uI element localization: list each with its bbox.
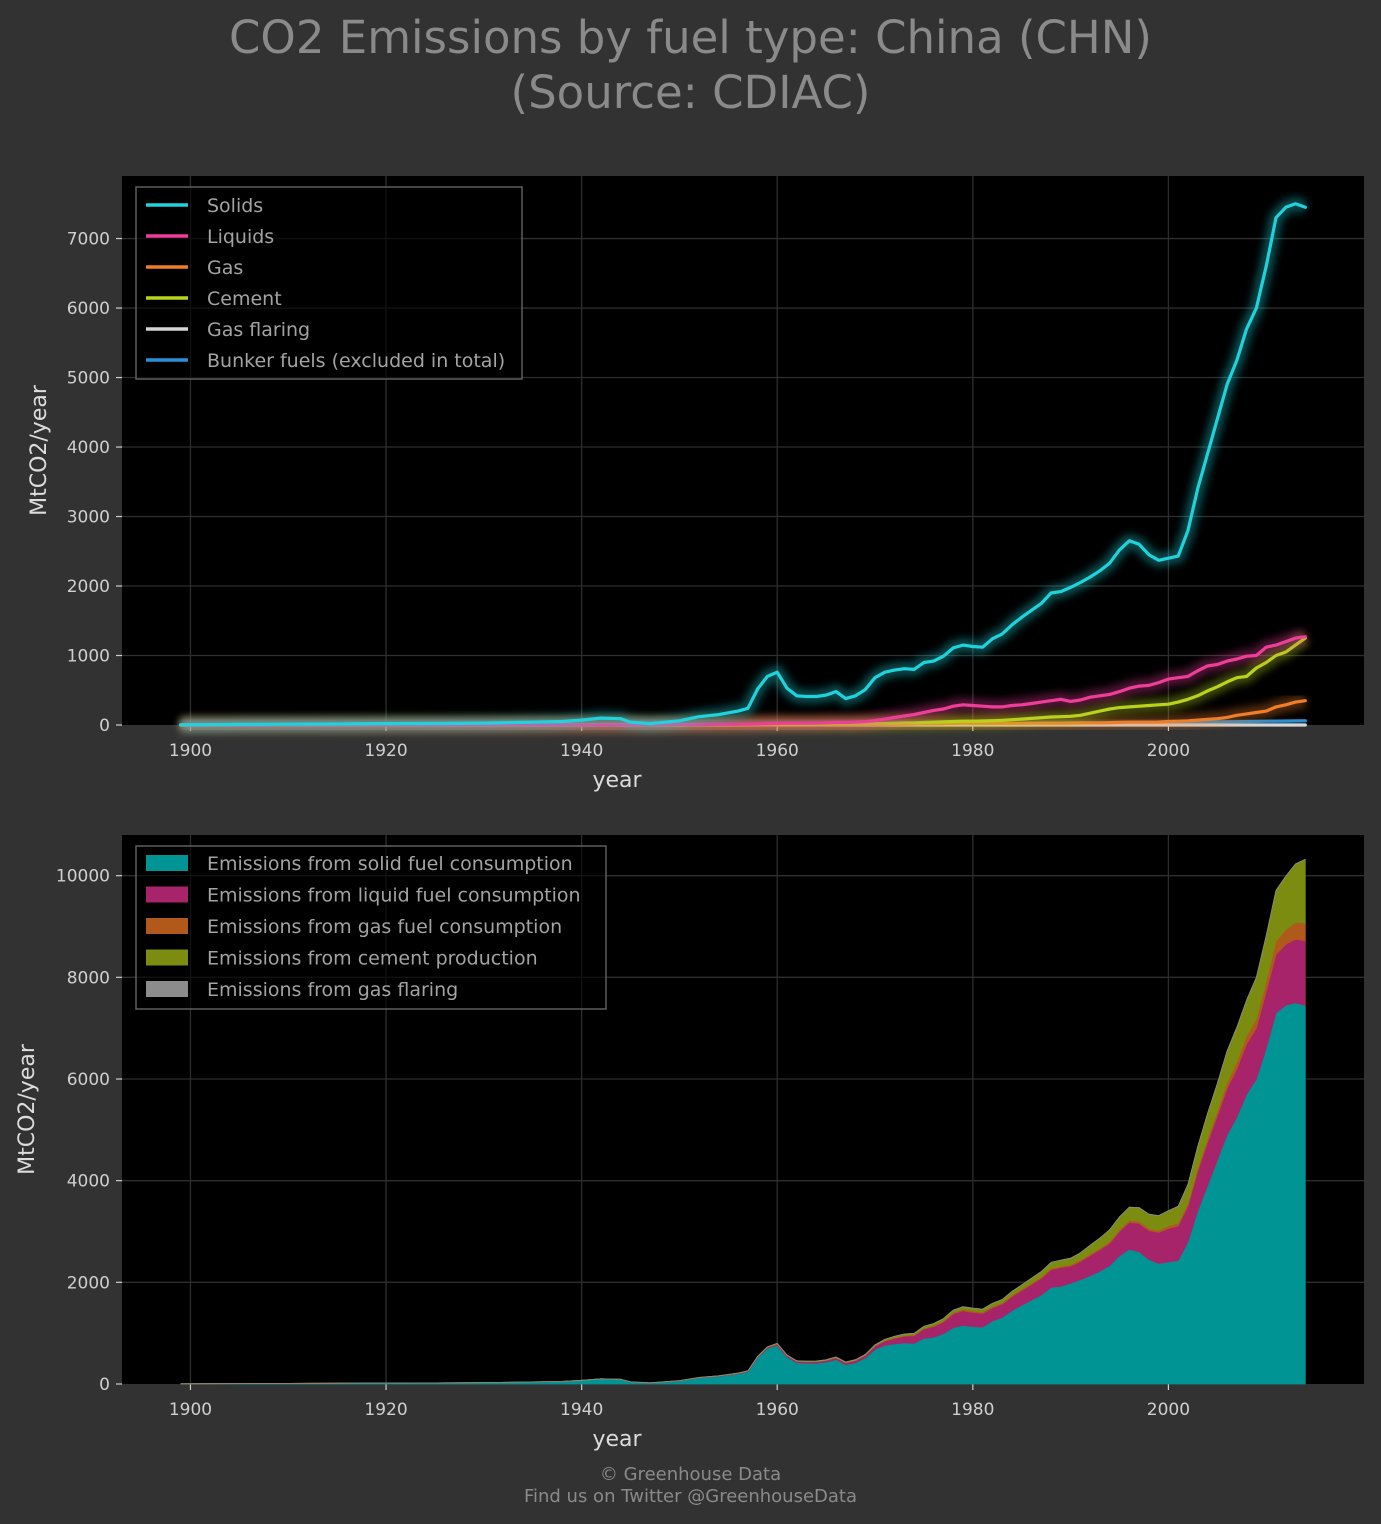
- x-tick-label: 1900: [169, 1400, 212, 1420]
- legend-label-liquids: Liquids: [207, 226, 274, 248]
- y-tick-label: 6000: [67, 1070, 110, 1090]
- y-axis-label: MtCO2/year: [27, 384, 52, 516]
- legend-box: [135, 845, 607, 1010]
- legend-label-gas_flaring: Emissions from gas flaring: [207, 979, 458, 1001]
- legend-swatch-solids: [146, 855, 188, 871]
- x-tick-label: 1980: [951, 1400, 994, 1420]
- page-title: CO2 Emissions by fuel type: China (CHN) …: [0, 10, 1381, 120]
- y-tick-label: 10000: [56, 867, 110, 887]
- legend-label-cement: Emissions from cement production: [207, 948, 538, 970]
- legend-swatch-gas_flaring: [146, 981, 188, 997]
- y-tick-label: 5000: [67, 369, 110, 389]
- series-line-solids: [179, 202, 1307, 727]
- area-gas_flaring: [180, 859, 1306, 1385]
- x-tick-label: 1920: [364, 741, 407, 761]
- y-axis-label: MtCO2/year: [15, 1043, 40, 1175]
- y-tick-label: 2000: [67, 577, 110, 597]
- x-tick-label: 1980: [951, 741, 994, 761]
- legend-swatch-liquids: [146, 886, 188, 903]
- legend-label-solids: Emissions from solid fuel consumption: [207, 853, 573, 875]
- y-tick-label: 4000: [67, 1172, 110, 1192]
- legend-label-gas: Emissions from gas fuel consumption: [207, 916, 562, 938]
- legend: Solids Liquids Gas Cement Gas flaring Bunker …: [135, 186, 523, 380]
- y-tick-label: 8000: [67, 968, 110, 988]
- legend-label-solids: Solids: [207, 195, 263, 217]
- x-tick-label: 2000: [1147, 741, 1190, 761]
- x-tick-label: 1900: [169, 741, 212, 761]
- legend-box: [135, 186, 523, 380]
- y-tick-label: 6000: [67, 299, 110, 319]
- y-tick-label: 0: [99, 716, 110, 736]
- x-tick-label: 1960: [756, 1400, 799, 1420]
- y-tick-label: 0: [99, 1375, 110, 1395]
- y-tick-label: 1000: [67, 647, 110, 667]
- legend-label-gas: Gas: [207, 257, 243, 279]
- y-tick-label: 4000: [67, 438, 110, 458]
- legend: Emissions from solid fuel consumption Emi…: [135, 845, 607, 1010]
- y-tick-label: 7000: [67, 230, 110, 250]
- series-solids: [179, 196, 1308, 732]
- x-tick-label: 1920: [364, 1400, 407, 1420]
- footer: © Greenhouse Data Find us on Twitter @Gr…: [0, 1464, 1381, 1508]
- footer-copyright: © Greenhouse Data: [599, 1464, 782, 1485]
- footer-twitter: Find us on Twitter @GreenhouseData: [523, 1486, 858, 1507]
- legend-label-cement: Cement: [207, 288, 282, 310]
- line-chart: 1900 1920 1940 1960 1980 2000 0 1000 2000 3000 400…: [27, 176, 1364, 793]
- x-tick-label: 1960: [756, 741, 799, 761]
- x-tick-label: 1940: [560, 1400, 603, 1420]
- x-tick-label: 1940: [560, 741, 603, 761]
- legend-label-gas_flaring: Gas flaring: [207, 319, 310, 341]
- title-line-2: (Source: CDIAC): [510, 66, 871, 119]
- legend-swatch-cement: [146, 949, 188, 966]
- legend-label-bunker: Bunker fuels (excluded in total): [207, 350, 505, 372]
- x-axis-label: year: [592, 1427, 642, 1452]
- legend-label-liquids: Emissions from liquid fuel consumption: [207, 885, 581, 907]
- legend-swatch-gas: [146, 918, 188, 934]
- y-tick-label: 3000: [67, 508, 110, 528]
- x-axis-label: year: [592, 768, 642, 793]
- stacked-area-chart: 1900 1920 1940 1960 1980 2000 0 2000 4000 6000 800…: [15, 835, 1364, 1452]
- y-tick-label: 2000: [67, 1273, 110, 1293]
- title-line-1: CO2 Emissions by fuel type: China (CHN): [229, 11, 1152, 64]
- x-tick-label: 2000: [1147, 1400, 1190, 1420]
